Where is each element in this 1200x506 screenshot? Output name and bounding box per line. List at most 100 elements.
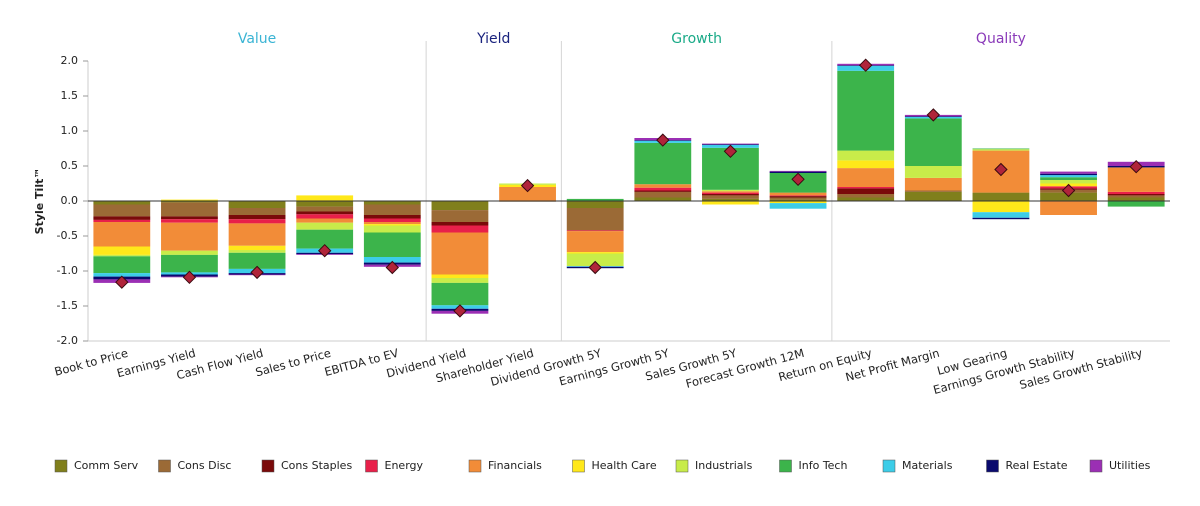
legend-label: Health Care — [592, 459, 657, 472]
bar-segment — [702, 198, 759, 201]
bar-segment — [93, 246, 151, 255]
legend-swatch — [675, 459, 689, 473]
bar-segment — [228, 250, 286, 253]
bar-segment — [228, 245, 286, 250]
bar-segment — [93, 273, 151, 277]
legend-swatch — [468, 459, 482, 473]
bar-segment — [769, 170, 827, 172]
bar-segment — [363, 224, 421, 226]
total-marker — [317, 243, 332, 258]
bar-segment — [769, 197, 827, 200]
bar-segment — [296, 229, 354, 249]
bar-segment — [431, 274, 489, 278]
legend-label: Cons Disc — [178, 459, 232, 472]
legend-label: Utilities — [1109, 459, 1151, 472]
legend-swatch — [261, 459, 275, 473]
bar-segment — [702, 195, 759, 199]
bar-segment — [296, 206, 354, 212]
bar-segment — [702, 191, 759, 193]
bar-segment — [363, 204, 421, 215]
bar-segment — [161, 201, 218, 203]
bar-segment — [431, 225, 489, 233]
bar-segment — [566, 230, 624, 232]
bar-segment — [769, 203, 827, 209]
bar-segment — [904, 177, 962, 191]
legend-swatch — [54, 459, 68, 473]
bar-segment — [363, 232, 421, 257]
bar-segment — [431, 282, 489, 306]
total-marker — [385, 260, 400, 275]
bar-segment — [972, 201, 1030, 213]
legend-label: Energy — [385, 459, 424, 472]
bar-segment — [837, 160, 895, 169]
bar-segment — [837, 194, 895, 198]
bar-segment — [769, 199, 827, 201]
group-header: Yield — [476, 31, 510, 47]
y-tick-label: 0.5 — [61, 159, 79, 172]
bar-segment — [1040, 175, 1097, 178]
bar-segment — [769, 201, 827, 204]
bar-segment — [431, 278, 489, 283]
bar-segment — [93, 216, 151, 220]
group-header: Growth — [671, 31, 722, 47]
bar-segment — [93, 254, 151, 257]
legend-label: Materials — [902, 459, 953, 472]
bar-segment — [1107, 197, 1165, 201]
bar-segment — [566, 208, 624, 231]
bar-segment — [634, 142, 692, 185]
y-tick-label: 1.0 — [61, 124, 79, 137]
bar-segment — [769, 192, 827, 196]
bar-segment — [634, 197, 692, 201]
legend-swatch — [882, 459, 896, 473]
bar-segment — [161, 254, 218, 273]
bar-segment — [1107, 191, 1165, 194]
bar-segment — [228, 215, 286, 220]
group-header: Quality — [976, 31, 1026, 47]
total-marker — [588, 260, 602, 275]
bar-segment — [972, 192, 1030, 201]
bar-segment — [702, 201, 759, 205]
legend-swatch — [158, 459, 171, 473]
bar-segment — [702, 194, 759, 196]
bar-segment — [837, 187, 895, 189]
bar-segment — [972, 148, 1030, 150]
bar-segment — [296, 222, 354, 230]
y-tick-label: 2.0 — [61, 54, 79, 67]
bar-segment — [972, 212, 1030, 218]
bar-segment — [634, 190, 692, 192]
bar-segment — [363, 201, 421, 205]
bar-segment — [769, 196, 827, 198]
bar-segment — [296, 195, 354, 201]
bar-segment — [1040, 201, 1097, 215]
bar-segment — [363, 218, 421, 222]
total-marker — [115, 275, 129, 289]
bar-segment — [93, 201, 151, 205]
y-tick-label: 0.0 — [61, 194, 79, 207]
bar-segment — [296, 211, 354, 215]
bar-segment — [93, 219, 151, 222]
total-marker — [520, 178, 535, 193]
bar-segment — [228, 208, 286, 215]
bar-segment — [566, 252, 624, 254]
total-marker — [791, 172, 805, 187]
legend-label: Cons Staples — [281, 459, 352, 472]
group-header: Value — [238, 31, 276, 47]
y-tick-label: -0.5 — [57, 229, 78, 242]
bar-segment — [972, 149, 1030, 151]
legend-swatch — [572, 459, 585, 473]
bar-segment — [93, 256, 151, 274]
total-marker — [182, 270, 197, 285]
bar-segment — [363, 222, 421, 225]
bar-segment — [1040, 173, 1097, 176]
bar-segment — [702, 192, 759, 194]
bar-segment — [296, 201, 354, 207]
legend-label: Real Estate — [1006, 459, 1068, 472]
y-tick-label: -2.0 — [57, 334, 78, 347]
bar-segment — [769, 195, 827, 197]
bar-segment — [228, 223, 286, 246]
bar-segment — [1040, 180, 1097, 184]
bar-segment — [837, 168, 895, 187]
total-marker — [723, 144, 738, 159]
bar-segment — [228, 252, 286, 269]
